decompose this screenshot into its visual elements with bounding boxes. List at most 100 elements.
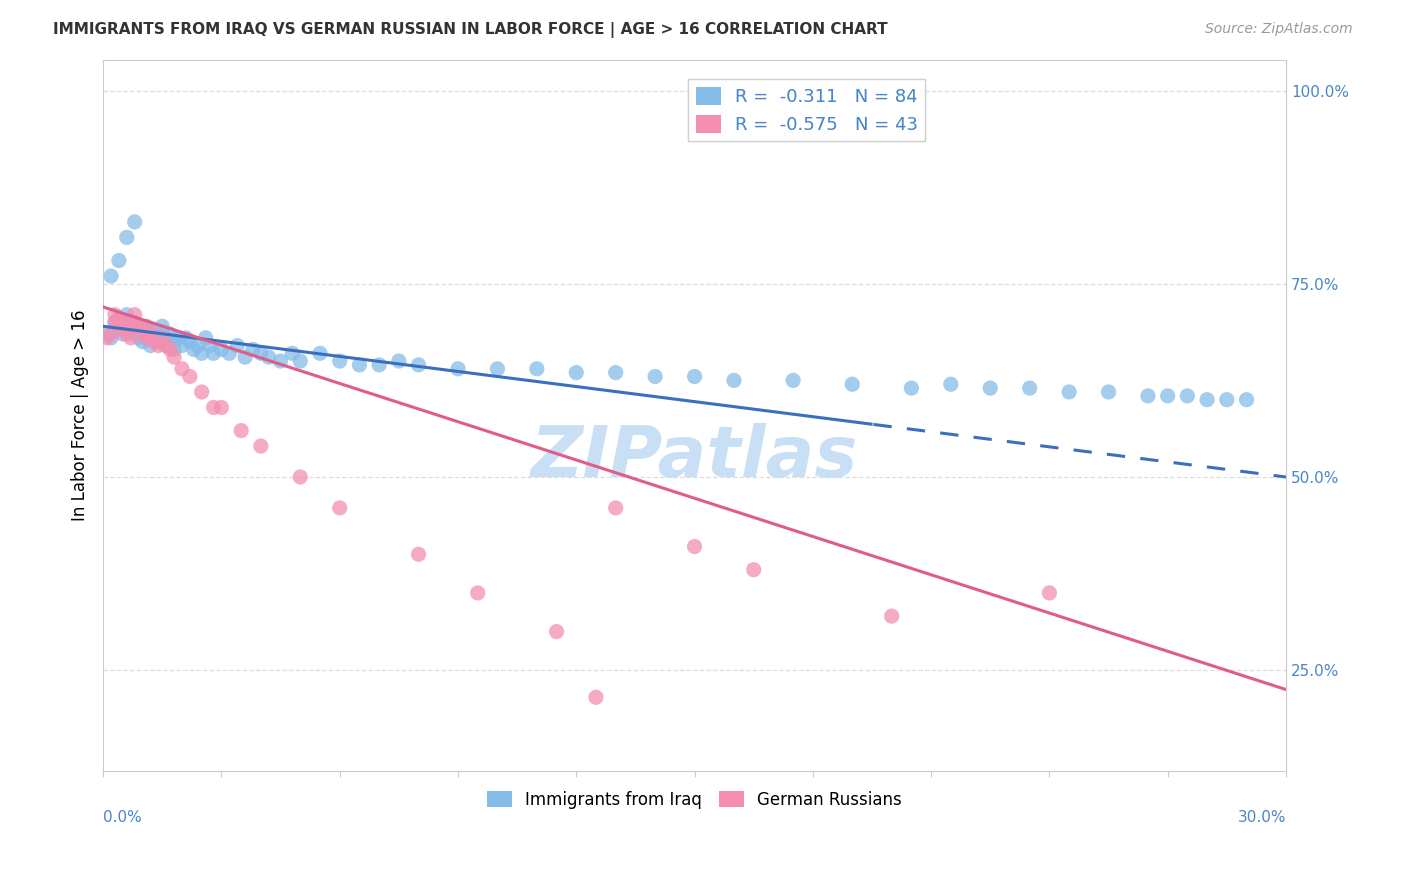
Point (100, 326, 122, 341)
Point (108, 253, 131, 268)
Point (1057, 384, 1080, 399)
Point (202, 401, 225, 415)
Point (388, 354, 411, 368)
Point (139, 331, 162, 345)
Point (159, 326, 181, 341)
Point (108, 319, 131, 334)
Point (1097, 384, 1119, 399)
Point (309, 346, 332, 360)
Point (644, 369, 666, 384)
Point (100, 331, 122, 345)
Point (742, 563, 765, 577)
Point (163, 343, 186, 357)
Point (242, 343, 264, 357)
Point (1038, 586, 1060, 600)
Point (96, 326, 118, 341)
Point (120, 323, 142, 337)
Point (155, 338, 177, 352)
Point (281, 346, 304, 360)
Point (1018, 381, 1040, 395)
Point (143, 334, 166, 349)
Point (683, 540, 706, 554)
Point (467, 586, 489, 600)
Point (782, 373, 804, 387)
Point (150, 326, 173, 341)
Point (408, 358, 430, 372)
Point (1216, 392, 1239, 407)
Point (170, 338, 193, 352)
Point (1177, 389, 1199, 403)
Point (447, 361, 470, 376)
Text: IMMIGRANTS FROM IRAQ VS GERMAN RUSSIAN IN LABOR FORCE | AGE > 16 CORRELATION CHA: IMMIGRANTS FROM IRAQ VS GERMAN RUSSIAN I… (53, 22, 889, 38)
Point (1136, 389, 1159, 403)
Point (1156, 389, 1178, 403)
Point (124, 319, 146, 334)
Point (841, 377, 863, 392)
Point (108, 311, 131, 326)
Point (486, 361, 509, 376)
Point (111, 319, 134, 334)
Point (526, 361, 548, 376)
Point (96, 331, 118, 345)
Point (270, 354, 292, 368)
Point (605, 366, 627, 380)
Point (218, 346, 240, 360)
Point (226, 338, 249, 352)
Point (605, 500, 627, 515)
Point (143, 323, 166, 337)
Point (170, 361, 193, 376)
Point (1236, 392, 1258, 407)
Point (100, 268, 122, 283)
Text: 0.0%: 0.0% (103, 810, 142, 825)
Point (104, 323, 127, 337)
Text: Source: ZipAtlas.com: Source: ZipAtlas.com (1205, 22, 1353, 37)
Point (174, 331, 197, 345)
Point (135, 319, 157, 334)
Point (115, 326, 138, 341)
Point (179, 369, 201, 384)
Point (131, 319, 153, 334)
Point (257, 350, 280, 364)
Point (683, 369, 706, 384)
Point (939, 377, 962, 392)
Point (368, 358, 391, 372)
Point (880, 609, 903, 624)
Point (167, 331, 190, 345)
Point (1197, 392, 1219, 407)
Point (163, 334, 186, 349)
Point (131, 326, 153, 341)
Legend: R =  -0.311   N = 84, R =  -0.575   N = 43: R = -0.311 N = 84, R = -0.575 N = 43 (689, 79, 925, 142)
Point (546, 624, 568, 639)
Text: 30.0%: 30.0% (1237, 810, 1286, 825)
Point (329, 500, 352, 515)
Point (108, 319, 131, 334)
Point (723, 373, 745, 387)
Point (155, 331, 177, 345)
Point (187, 338, 209, 352)
Point (124, 326, 146, 341)
Point (183, 343, 205, 357)
Point (159, 343, 181, 357)
Point (115, 315, 138, 329)
Point (209, 401, 232, 415)
Point (194, 331, 217, 345)
Text: ZIPatlas: ZIPatlas (531, 424, 858, 492)
Point (128, 319, 150, 334)
Point (128, 323, 150, 337)
Point (139, 326, 162, 341)
Point (150, 331, 173, 345)
Point (250, 439, 273, 453)
Point (209, 343, 232, 357)
Point (111, 323, 134, 337)
Point (250, 346, 273, 360)
Point (111, 315, 134, 329)
Point (190, 346, 212, 360)
Point (131, 326, 153, 341)
Point (190, 384, 212, 399)
Point (290, 354, 312, 368)
Point (135, 331, 157, 345)
Point (349, 358, 371, 372)
Point (148, 338, 170, 352)
Point (139, 323, 162, 337)
Point (131, 334, 153, 349)
